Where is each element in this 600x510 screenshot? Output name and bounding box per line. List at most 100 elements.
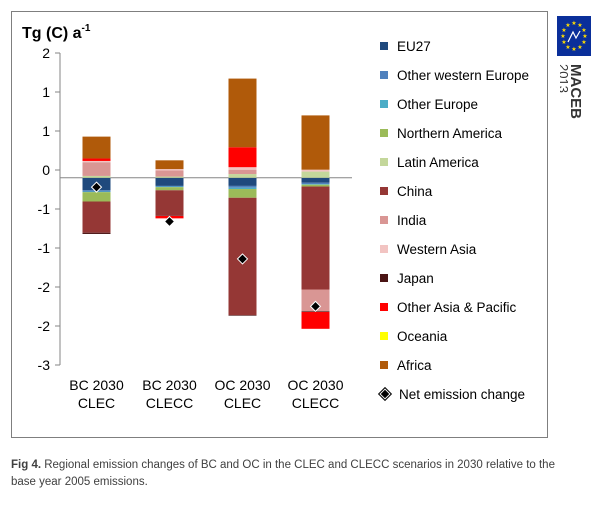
legend-swatch (380, 158, 388, 166)
bar-segment-china (82, 201, 111, 233)
star-circle-icon: ★ ★★ ★★★ ★★★ ★★★ (560, 20, 587, 53)
x-tick-label-line1: OC 2030 (287, 377, 343, 393)
legend-swatch (380, 245, 388, 253)
net-markers (90, 181, 322, 313)
legend-swatch (380, 361, 388, 369)
svg-text:★: ★ (571, 46, 576, 53)
legend-item-india: India (380, 211, 426, 229)
legend-swatch (380, 274, 388, 282)
y-tick-label: -1 (38, 201, 51, 217)
y-axis-label: Tg (C) a-1 (22, 23, 91, 42)
bar-segment-africa (301, 115, 330, 170)
svg-text:★: ★ (560, 33, 565, 40)
x-tick-label-line1: BC 2030 (142, 377, 197, 393)
bar-segment-northern-america (155, 187, 184, 191)
bar-segment-other-asia-pacific (82, 158, 111, 161)
bar-segment-africa (228, 78, 257, 148)
legend-swatch (380, 187, 388, 195)
bar-segment-japan (228, 315, 257, 316)
legend-swatch (380, 216, 388, 224)
bar-segment-eu27 (228, 177, 257, 186)
legend-label: Africa (397, 357, 432, 373)
svg-text:★: ★ (581, 27, 586, 34)
legend-item-japan: Japan (380, 269, 434, 287)
x-tick-label-line2: CLECC (146, 395, 193, 411)
legend-label: Oceania (397, 328, 448, 344)
caption-text: Regional emission changes of BC and OC i… (11, 459, 555, 488)
bar-segment-china (155, 190, 184, 216)
legend-item-western-asia: Western Asia (380, 240, 476, 258)
logo-wordmark: MACEB 2013 (556, 62, 596, 142)
y-tick-label: 1 (42, 123, 50, 139)
bar-segment-other-europe (228, 187, 257, 190)
logo-name: MACEB (567, 64, 584, 119)
legend-label: Other western Europe (397, 67, 530, 83)
bar-segment-other-asia-pacific (228, 147, 257, 168)
bar-segment-latin-america (228, 174, 257, 178)
legend-label: Other Asia & Pacific (397, 299, 517, 315)
y-tick-label: -2 (38, 318, 51, 334)
legend-swatch (380, 129, 388, 137)
bar-segment-japan (82, 232, 111, 234)
bar-segment-western-asia (82, 160, 111, 163)
legend-diamond-icon (377, 386, 393, 402)
bar-segment-northern-america (228, 189, 257, 198)
bars (82, 78, 330, 329)
x-tick-label-line2: CLEC (78, 395, 115, 411)
bar-segment-india (82, 162, 111, 176)
x-tick-label-line2: CLEC (224, 395, 261, 411)
legend-swatch (380, 100, 388, 108)
legend-label: China (397, 183, 433, 199)
legend-item-africa: Africa (380, 356, 432, 374)
y-tick-label: 2 (42, 45, 50, 61)
figure-caption: Fig 4. Regional emission changes of BC a… (11, 457, 571, 491)
bar-segment-china (301, 186, 330, 290)
svg-text:★: ★ (577, 44, 582, 51)
bar-segment-africa (155, 160, 184, 170)
svg-text:★: ★ (581, 39, 586, 46)
bar-segment-other-western-europe (155, 185, 184, 187)
bar-segment-other-western-europe (228, 185, 257, 188)
y-tick-label: -1 (38, 240, 51, 256)
y-tick-label: -3 (38, 357, 51, 373)
svg-text:★: ★ (577, 22, 582, 29)
bar-segment-japan (155, 215, 184, 216)
x-tick-label-line1: OC 2030 (214, 377, 270, 393)
svg-text:★: ★ (582, 33, 587, 40)
legend-item-latin-america: Latin America (380, 153, 479, 171)
x-tick-label-line2: CLECC (292, 395, 339, 411)
net-emission-marker (309, 300, 322, 313)
bar-segment-northern-america (82, 192, 111, 202)
bar-segment-latin-america (82, 175, 111, 178)
legend-label: Japan (397, 270, 434, 286)
bar-segment-eu27 (155, 177, 184, 186)
bar-segment-western-asia (301, 169, 330, 172)
legend-swatch (380, 303, 388, 311)
svg-text:★: ★ (561, 39, 566, 46)
legend-swatch (380, 42, 388, 50)
legend-label: EU27 (397, 38, 431, 54)
bar-segment-latin-america (155, 176, 184, 178)
legend-label: Other Europe (397, 96, 479, 112)
bar-segment-india (301, 289, 330, 312)
svg-text:★: ★ (565, 44, 570, 51)
svg-text:★: ★ (565, 22, 570, 29)
bar-segment-other-western-europe (301, 182, 330, 185)
bar-segment-latin-america (301, 171, 330, 178)
legend-item-eu27: EU27 (380, 37, 431, 55)
bar-segment-other-europe (301, 184, 330, 185)
bar-segment-western-asia (155, 169, 184, 171)
bar-segment-india (155, 170, 184, 177)
legend-item-oceania: Oceania (380, 327, 447, 345)
net-emission-marker (90, 181, 103, 193)
bar-segment-other-europe (155, 186, 184, 188)
bar-segment-northern-america (301, 184, 330, 187)
y-tick-label: 0 (42, 162, 50, 178)
legend-swatch (380, 332, 388, 340)
bar-segment-other-asia-pacific (301, 311, 330, 329)
bar-segment-eu27 (301, 177, 330, 183)
caption-label: Fig 4. (11, 459, 42, 471)
bar-segment-india (228, 169, 257, 175)
legend-label: Latin America (397, 154, 479, 170)
